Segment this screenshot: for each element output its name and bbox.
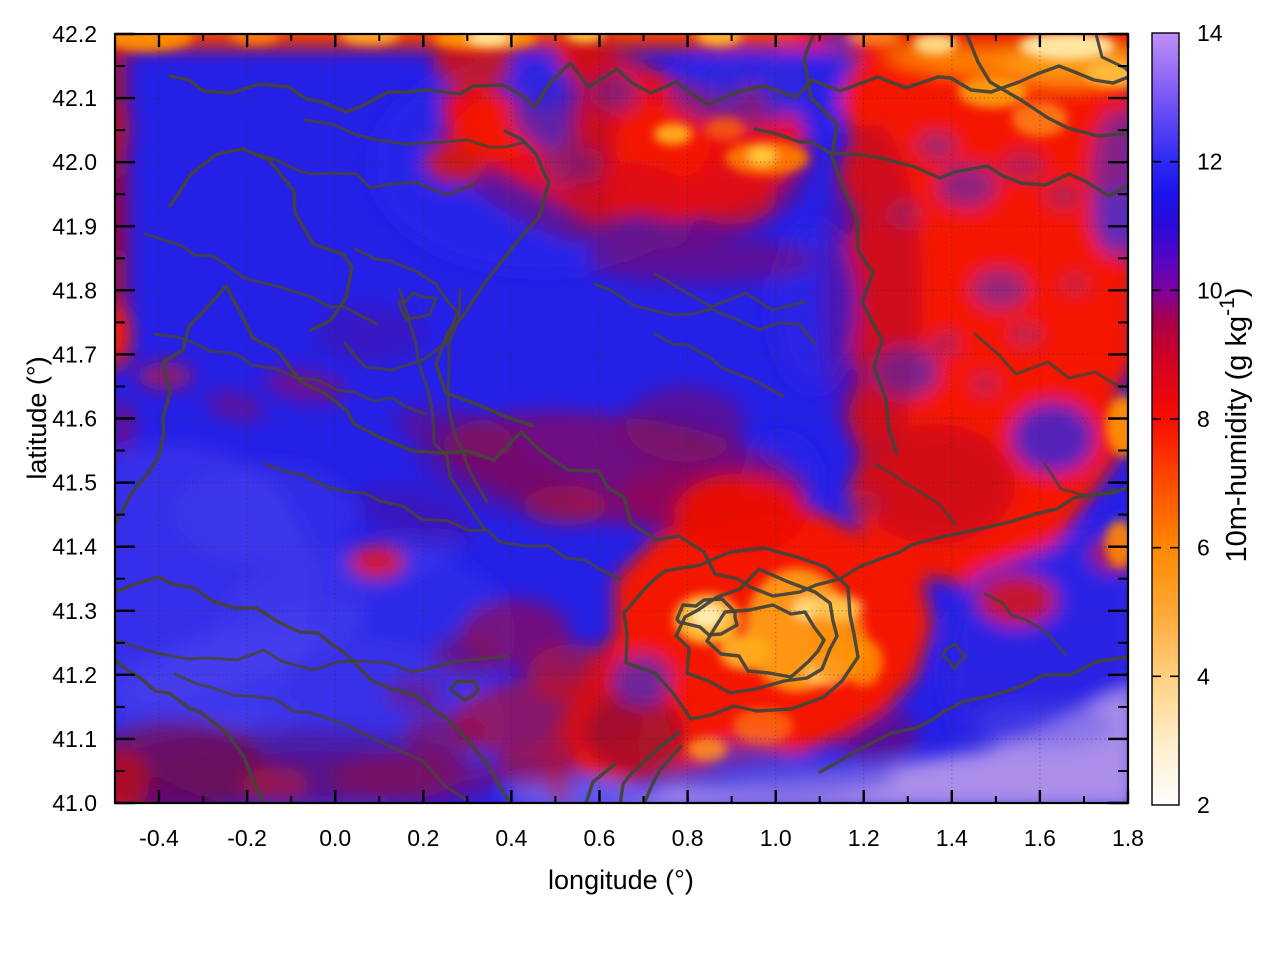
svg-text:41.2: 41.2	[52, 662, 97, 688]
svg-text:41.1: 41.1	[52, 726, 97, 752]
svg-text:42.2: 42.2	[52, 21, 97, 47]
svg-text:14: 14	[1197, 20, 1223, 46]
svg-text:0.0: 0.0	[319, 825, 351, 851]
svg-text:0.6: 0.6	[584, 825, 616, 851]
svg-text:1.2: 1.2	[848, 825, 880, 851]
svg-text:longitude (°): longitude (°)	[548, 865, 694, 895]
svg-text:41.0: 41.0	[52, 790, 97, 816]
svg-text:10m-humidity (g kg-1): 10m-humidity (g kg-1)	[1216, 288, 1253, 563]
svg-text:2: 2	[1197, 792, 1210, 818]
svg-text:0.8: 0.8	[672, 825, 704, 851]
svg-text:0.2: 0.2	[407, 825, 439, 851]
svg-text:41.4: 41.4	[52, 534, 97, 560]
svg-text:42.0: 42.0	[52, 149, 97, 175]
svg-text:1.4: 1.4	[936, 825, 968, 851]
svg-text:1.6: 1.6	[1024, 825, 1056, 851]
svg-text:1.8: 1.8	[1112, 825, 1144, 851]
svg-text:8: 8	[1197, 406, 1210, 432]
svg-text:41.9: 41.9	[52, 213, 97, 239]
svg-text:41.5: 41.5	[52, 470, 97, 496]
svg-text:-0.4: -0.4	[139, 825, 179, 851]
svg-text:41.6: 41.6	[52, 406, 97, 432]
svg-text:4: 4	[1197, 663, 1210, 689]
svg-text:0.4: 0.4	[495, 825, 527, 851]
svg-text:-0.2: -0.2	[227, 825, 267, 851]
svg-text:41.7: 41.7	[52, 341, 97, 367]
svg-text:41.8: 41.8	[52, 277, 97, 303]
svg-text:6: 6	[1197, 535, 1210, 561]
svg-text:latitude (°): latitude (°)	[22, 356, 52, 479]
svg-text:41.3: 41.3	[52, 598, 97, 624]
svg-text:10: 10	[1197, 277, 1223, 303]
svg-text:1.0: 1.0	[760, 825, 792, 851]
svg-text:12: 12	[1197, 149, 1223, 175]
svg-text:42.1: 42.1	[52, 85, 97, 111]
